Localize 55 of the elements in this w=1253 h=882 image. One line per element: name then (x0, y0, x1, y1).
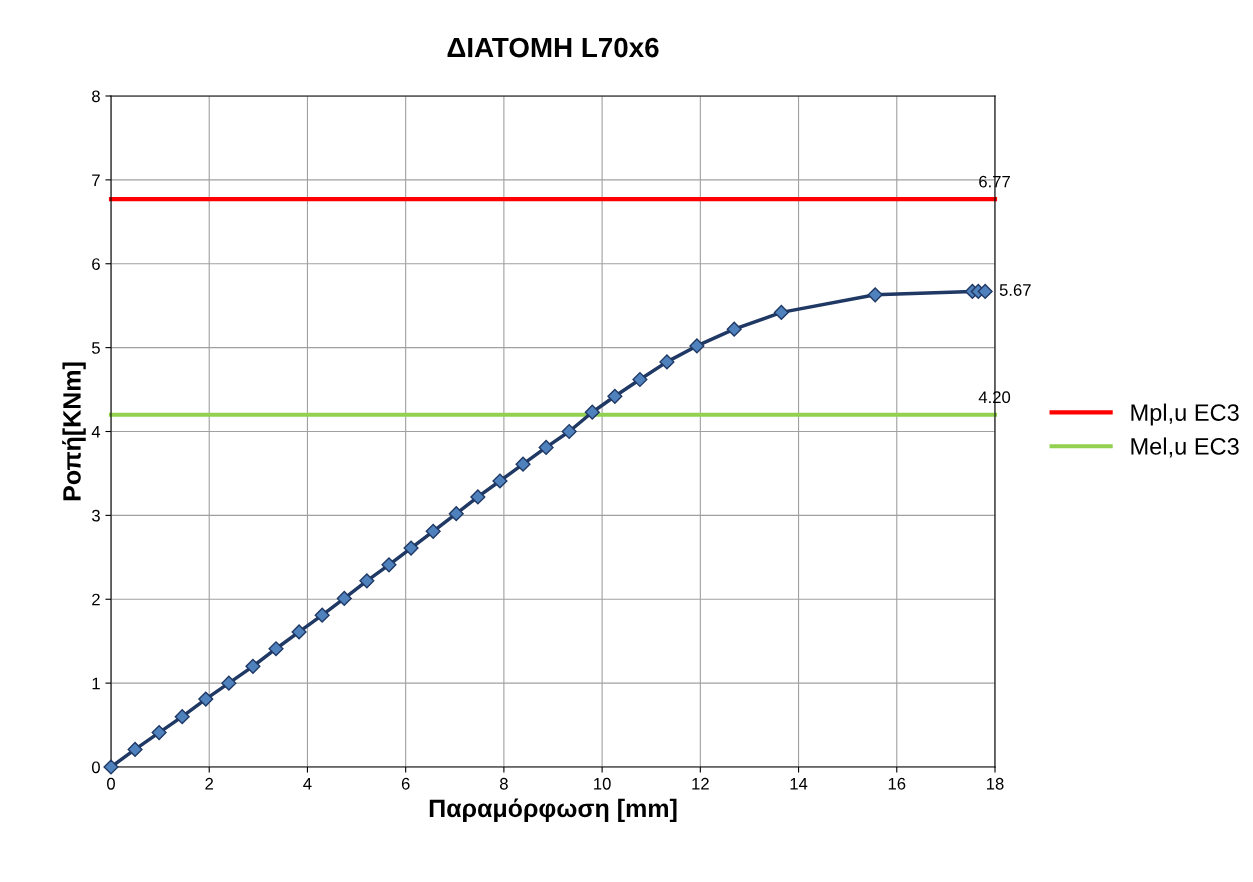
point (359, 573, 375, 589)
point (632, 371, 648, 388)
point (403, 540, 419, 556)
y-tick-label: 0 (91, 761, 100, 774)
chart-title: ΔΙΑΤΟΜΗ L70x6 (447, 37, 659, 58)
data-label: 5.67 (999, 284, 1031, 296)
y-tick-label: 2 (92, 593, 100, 606)
point (103, 759, 119, 775)
x-tick-label: 2 (205, 777, 214, 790)
point (492, 473, 508, 489)
y-tick-label: 4 (91, 426, 101, 438)
point (174, 709, 190, 725)
point (245, 658, 261, 674)
x-tick-label: 4 (303, 778, 312, 790)
point (151, 725, 167, 741)
y-tick-label: 3 (91, 509, 100, 522)
point (198, 691, 214, 707)
point (689, 338, 705, 354)
x-tick-label: 14 (790, 778, 808, 790)
y-tick-label: 5 (91, 342, 100, 354)
point (867, 287, 883, 303)
point (561, 423, 577, 440)
point (127, 741, 143, 757)
point (584, 404, 600, 420)
y-tick-label: 1 (92, 677, 100, 690)
x-tick-label: 16 (888, 777, 906, 790)
point (448, 506, 464, 522)
y-tick-label: 8 (92, 90, 100, 103)
point (336, 590, 352, 606)
x-tick-label: 0 (107, 777, 115, 790)
point (726, 321, 742, 337)
point (221, 675, 237, 691)
point (268, 641, 284, 657)
x-tick-label: 6 (401, 777, 410, 790)
point (773, 304, 789, 320)
y-axis-title: Ροπή[KNm] (62, 362, 86, 501)
x-tick-label: 10 (594, 777, 611, 790)
point (607, 388, 623, 404)
x-tick-label: 18 (987, 777, 1004, 790)
x-tick-label: 12 (692, 777, 709, 790)
point (425, 523, 441, 539)
point (470, 489, 486, 505)
y-tick-label: 7 (92, 174, 100, 186)
x-axis-title: Παραμόρφωση [mm] (429, 798, 677, 823)
point (977, 283, 993, 299)
x-tick-label: 8 (499, 777, 508, 790)
point (381, 557, 397, 573)
legend-label: Mpl,u EC3 (1131, 403, 1239, 426)
y-tick-label: 6 (92, 258, 100, 270)
point (314, 607, 330, 623)
point (515, 456, 531, 472)
point (291, 624, 307, 640)
point (659, 354, 675, 370)
legend-label: Mel,u EC3 (1131, 437, 1239, 458)
point (538, 439, 554, 456)
